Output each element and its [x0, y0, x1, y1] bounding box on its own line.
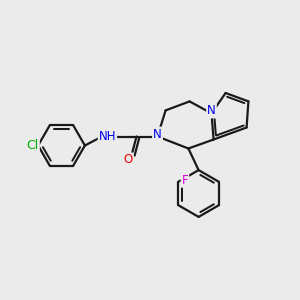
Text: O: O: [124, 153, 133, 167]
Text: N: N: [153, 128, 162, 141]
Text: N: N: [207, 104, 216, 118]
Text: N: N: [153, 130, 162, 143]
Text: F: F: [182, 174, 188, 187]
Text: NH: NH: [99, 130, 116, 143]
Text: Cl: Cl: [27, 139, 39, 152]
